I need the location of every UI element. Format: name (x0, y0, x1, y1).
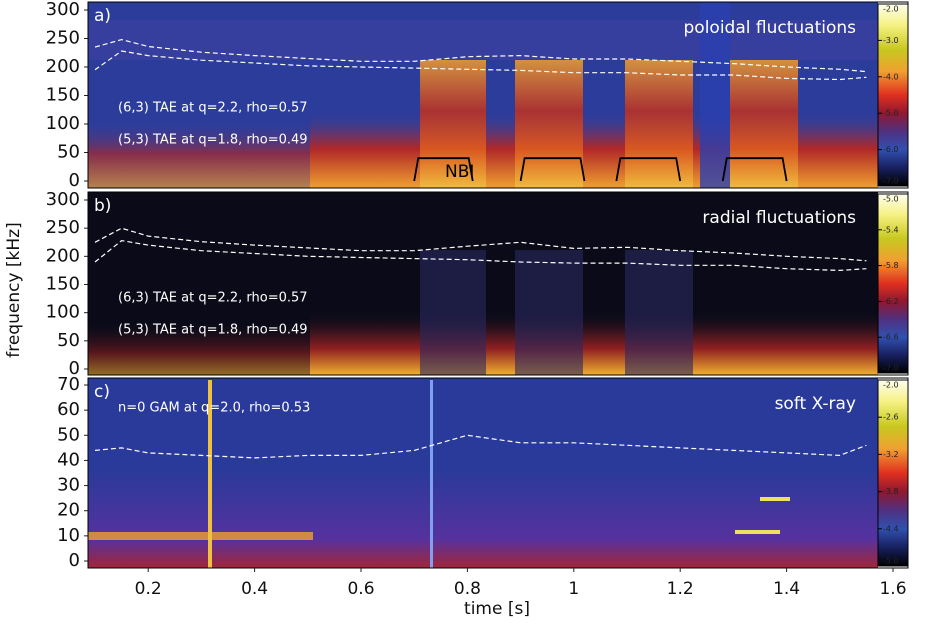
y-tick-label: 0 (69, 358, 80, 379)
colorbar-tick-label: -5.0 (883, 195, 899, 204)
y-tick-label: 200 (46, 245, 80, 266)
colorbar-tick-label: -3.0 (883, 36, 899, 45)
y-tick-label: 10 (57, 525, 80, 546)
panel-label: a) (94, 6, 111, 26)
x-tick-label: 0.4 (241, 579, 268, 599)
nbi-pulse (413, 157, 474, 182)
y-tick-label: 60 (57, 399, 80, 420)
y-tick-label: 300 (46, 189, 80, 210)
colorbar-tick-label: -5.4 (883, 225, 899, 234)
nbi-pulse (519, 157, 586, 182)
y-tick-label: 0 (69, 170, 80, 191)
colorbar-tick-label: -5.0 (883, 557, 899, 566)
panel-title: soft X-ray (775, 394, 856, 414)
colorbar-tick-label: -2.6 (883, 413, 899, 422)
y-tick-label: 250 (46, 217, 80, 238)
annotation: (5,3) TAE at q=1.8, rho=0.49 (118, 133, 308, 148)
colorbar-tick-label: -7.0 (883, 364, 899, 373)
y-tick-label: 100 (46, 113, 80, 134)
frequency-line (94, 434, 867, 459)
y-tick-label: 100 (46, 302, 80, 323)
panel-title: poloidal fluctuations (684, 18, 857, 38)
colorbar-tick-label: -2.0 (883, 381, 899, 390)
x-tick-label: 1.6 (879, 579, 906, 599)
x-tick-label: 1 (568, 579, 579, 599)
y-axis-label: frequency [kHz] (4, 222, 24, 358)
annotation: (5,3) TAE at q=1.8, rho=0.49 (118, 323, 308, 338)
colorbar-tick-label: -5.0 (883, 109, 899, 118)
panel-frame (87, 1, 909, 189)
y-tick-label: 70 (57, 374, 80, 395)
spectrogram-b (88, 192, 878, 375)
panel-frame (87, 377, 909, 569)
frequency-line (94, 38, 867, 73)
nbi-pulse (721, 157, 788, 182)
panel-label: b) (94, 196, 111, 216)
y-tick-label: 30 (57, 475, 80, 496)
annotation: n=0 GAM at q=2.0, rho=0.53 (118, 401, 310, 416)
y-tick-label: 300 (46, 0, 80, 20)
colorbar (877, 3, 909, 187)
y-tick-label: 0 (69, 550, 80, 571)
x-tick-label: 1.4 (773, 579, 800, 599)
colorbar-tick-label: -6.0 (883, 145, 899, 154)
colorbar-tick-label: -5.8 (883, 261, 899, 270)
colorbar-tick-label: -4.0 (883, 72, 899, 81)
panel-frame (87, 191, 909, 376)
y-tick-label: 250 (46, 28, 80, 49)
colorbar (877, 379, 909, 567)
panel-label: c) (94, 382, 110, 402)
y-tick-label: 50 (57, 424, 80, 445)
panel-title: radial fluctuations (702, 208, 856, 228)
spectrogram-a (88, 2, 878, 188)
annotation: (6,3) TAE at q=2.2, rho=0.57 (118, 291, 308, 306)
y-tick-label: 150 (46, 85, 80, 106)
y-tick-label: 150 (46, 274, 80, 295)
annotation: (6,3) TAE at q=2.2, rho=0.57 (118, 101, 308, 116)
y-tick-label: 200 (46, 56, 80, 77)
spectrogram-c (88, 378, 878, 568)
colorbar (877, 193, 909, 374)
y-tick-label: 50 (57, 330, 80, 351)
frequency-line (94, 227, 867, 262)
x-tick-label: 0.6 (347, 579, 374, 599)
frequency-line (94, 239, 867, 272)
colorbar-tick-label: -3.2 (883, 450, 899, 459)
x-tick-label: 0.2 (135, 579, 162, 599)
colorbar-tick-label: -6.2 (883, 297, 899, 306)
nbi-pulse (615, 157, 682, 182)
colorbar-tick-label: -7.0 (883, 177, 899, 186)
colorbar-tick-label: -2.0 (883, 5, 899, 14)
frequency-line (94, 50, 867, 81)
y-tick-label: 40 (57, 449, 80, 470)
x-tick-label: 1.2 (667, 579, 694, 599)
colorbar-tick-label: -6.6 (883, 333, 899, 342)
annotation: NBI (445, 162, 474, 182)
colorbar-tick-label: -4.4 (883, 524, 899, 533)
y-tick-label: 50 (57, 142, 80, 163)
colorbar-tick-label: -3.8 (883, 487, 899, 496)
y-tick-label: 20 (57, 500, 80, 521)
x-tick-label: 0.8 (454, 579, 481, 599)
x-axis-label: time [s] (464, 599, 530, 619)
